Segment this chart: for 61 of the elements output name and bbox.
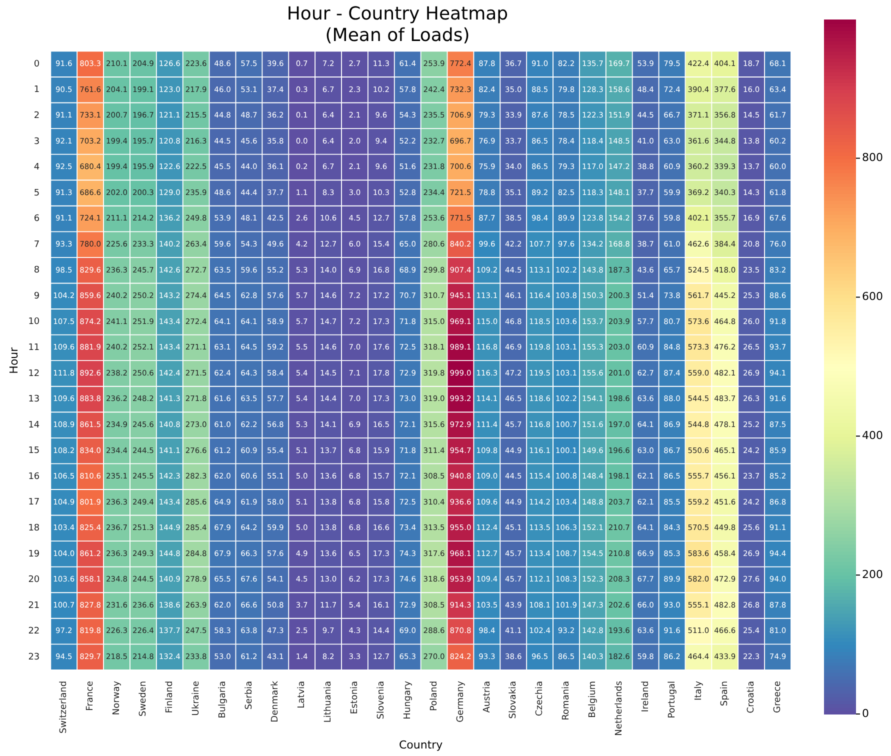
x-tick-label: Italy [694, 680, 704, 700]
y-tick-label: 7 [34, 240, 40, 250]
y-tick-label: 1 [34, 85, 40, 96]
x-tick-label: Serbia [244, 680, 254, 710]
color-bar-label: 400 [862, 428, 883, 442]
x-tick-label: Netherlands [614, 680, 624, 736]
x-tick-label: Croatia [746, 680, 757, 714]
color-bar-label: 200 [862, 568, 883, 581]
x-tick-label: France [86, 680, 96, 711]
y-tick-label: 17 [28, 498, 40, 508]
y-tick-label: 21 [28, 600, 40, 611]
x-tick-label: Greece [773, 680, 784, 713]
y-tick-label: 2 [34, 110, 40, 121]
x-tick-label: Slovakia [508, 680, 519, 719]
y-tick-label: 6 [34, 214, 40, 224]
y-tick-label: 9 [34, 291, 40, 302]
y-tick-label: 14 [28, 420, 40, 430]
x-tick-label: Portugal [667, 680, 678, 718]
y-tick-label: 8 [34, 266, 40, 276]
chart-title: Hour - Country Heatmap [286, 3, 508, 24]
x-tick-label: Ukraine [191, 680, 202, 716]
x-tick-label: Switzerland [59, 680, 70, 734]
x-tick-label: Romania [562, 680, 572, 720]
x-tick-label: Sweden [138, 680, 149, 717]
y-tick-label: 22 [28, 626, 40, 637]
color-bar-label: 600 [862, 290, 883, 304]
y-tick-label: 5 [34, 188, 40, 198]
y-tick-label: 16 [28, 472, 40, 482]
y-tick-label: 4 [34, 162, 40, 173]
x-tick-label: Lithuania [324, 680, 334, 723]
y-tick-label: 10 [28, 317, 40, 328]
chart-subtitle: (Mean of Loads) [325, 25, 470, 46]
y-tick-label: 12 [28, 368, 40, 379]
x-tick-label: Czechia [535, 680, 546, 716]
y-tick-label: 23 [28, 652, 40, 662]
x-tick-label: Estonia [350, 680, 360, 714]
y-tick-label: 0 [34, 59, 40, 70]
y-tick-label: 19 [28, 549, 40, 560]
x-tick-label: Hungary [402, 680, 413, 720]
x-tick-label: Spain [720, 680, 730, 706]
x-tick-label: Ireland [640, 680, 651, 712]
x-tick-label: Poland [429, 680, 440, 711]
x-tick-label: Austria [482, 680, 492, 713]
x-tick-label: Germany [456, 680, 466, 722]
x-tick-label: Belgium [588, 680, 598, 718]
y-tick-label: 13 [28, 394, 40, 405]
color-bar-label: 0 [862, 706, 869, 720]
x-axis-title: Country [398, 738, 444, 752]
y-tick-label: 11 [28, 343, 40, 354]
x-tick-label: Latvia [297, 680, 308, 708]
y-tick-label: 3 [34, 136, 40, 147]
color-bar-label: 800 [862, 151, 883, 164]
y-tick-label: 20 [28, 575, 40, 586]
x-tick-label: Norway [112, 680, 122, 716]
y-tick-label: 18 [28, 523, 40, 534]
x-tick-label: Finland [164, 680, 175, 714]
x-tick-label: Slovenia [376, 680, 387, 720]
x-tick-label: Denmark [270, 680, 281, 722]
x-tick-label: Bulgaria [218, 680, 228, 718]
y-tick-label: 15 [28, 446, 40, 456]
y-axis-title: Hour [7, 346, 20, 374]
